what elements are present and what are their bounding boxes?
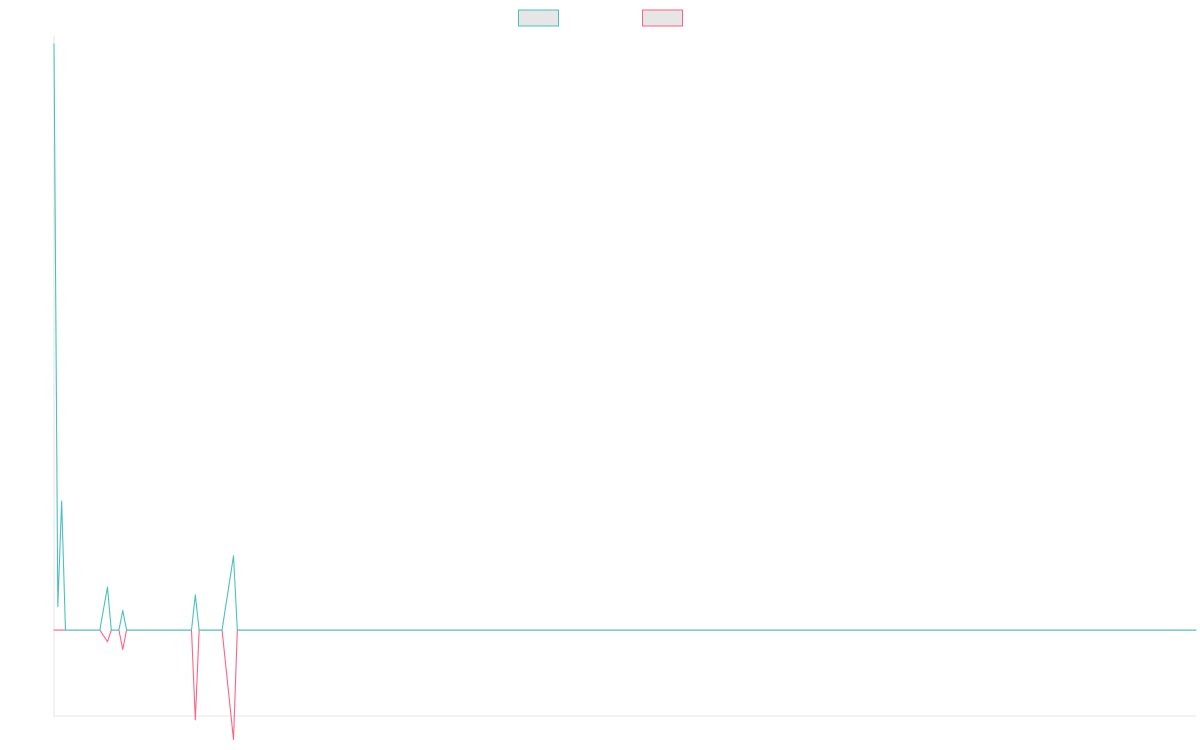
series-layer — [53, 43, 1197, 740]
axes — [53, 36, 1196, 717]
legend-swatch-1[interactable] — [518, 9, 559, 27]
legend-item-2[interactable] — [642, 9, 683, 27]
legend-item-1[interactable] — [518, 9, 559, 27]
series-line-1 — [53, 43, 1197, 631]
legend-swatch-2[interactable] — [642, 9, 683, 27]
series-line-2 — [53, 629, 1197, 740]
legend[interactable] — [518, 9, 683, 27]
